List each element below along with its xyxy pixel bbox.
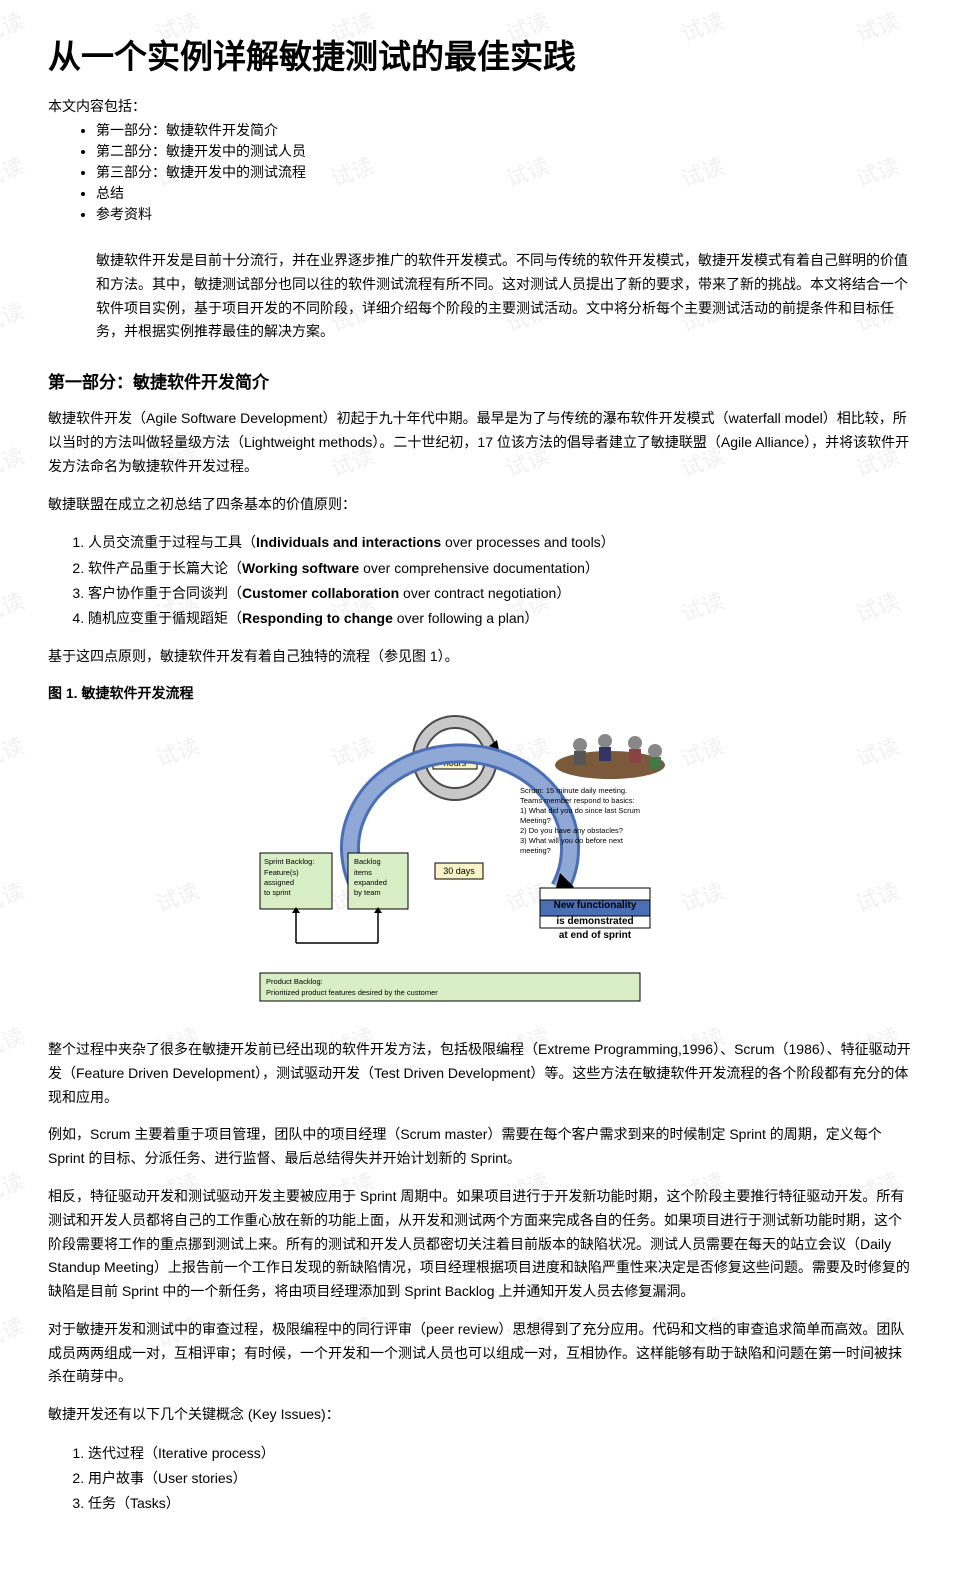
toc-item: 第三部分：敏捷开发中的测试流程 (96, 162, 912, 183)
intro-block: 敏捷软件开发是目前十分流行，并在业界逐步推广的软件开发模式。不同与传统的软件开发… (96, 249, 912, 344)
paragraph: 敏捷开发还有以下几个关键概念 (Key Issues)： (48, 1403, 912, 1427)
svg-text:by team: by team (354, 888, 381, 897)
paragraph: 整个过程中夹杂了很多在敏捷开发前已经出现的软件开发方法，包括极限编程（Extre… (48, 1038, 912, 1109)
result-box: New functionality is demonstrated at end… (540, 888, 650, 941)
toc-item: 参考资料 (96, 204, 912, 225)
toc-intro: 本文内容包括： (48, 96, 912, 116)
svg-text:Meeting?: Meeting? (520, 816, 551, 825)
scrum-meeting-text: Scrum: 15 minute daily meeting. Teams me… (520, 786, 640, 855)
principle-item: 客户协作重于合同谈判（Customer collaboration over c… (88, 581, 912, 606)
figure-caption: 图 1. 敏捷软件开发流程 (48, 683, 912, 703)
meeting-icon (555, 734, 665, 779)
paragraph: 敏捷软件开发（Agile Software Development）初起于九十年… (48, 407, 912, 478)
key-issues-list: 迭代过程（Iterative process）用户故事（User stories… (88, 1441, 912, 1517)
svg-text:meeting?: meeting? (520, 846, 551, 855)
paragraph: 基于这四点原则，敏捷软件开发有着自己独特的流程（参见图 1）。 (48, 645, 912, 669)
svg-text:30 days: 30 days (443, 866, 475, 876)
key-issue-item: 任务（Tasks） (88, 1491, 912, 1516)
svg-text:Sprint Backlog:: Sprint Backlog: (264, 857, 314, 866)
heading-part1: 第一部分：敏捷软件开发简介 (48, 368, 912, 393)
svg-text:expanded: expanded (354, 878, 387, 887)
toc-item: 第一部分：敏捷软件开发简介 (96, 120, 912, 141)
paragraph: 对于敏捷开发和测试中的审查过程，极限编程中的同行评审（peer review）思… (48, 1318, 912, 1389)
svg-text:Scrum: 15 minute daily meeting: Scrum: 15 minute daily meeting. (520, 786, 627, 795)
principle-item: 软件产品重于长篇大论（Working software over compreh… (88, 556, 912, 581)
svg-text:Product Backlog:: Product Backlog: (266, 977, 323, 986)
svg-text:to sprint: to sprint (264, 888, 292, 897)
product-backlog-box: Product Backlog: Prioritized product fea… (260, 973, 640, 1001)
svg-text:Prioritized product features d: Prioritized product features desired by … (266, 988, 438, 997)
svg-text:Teams member respond to basics: Teams member respond to basics: (520, 796, 635, 805)
svg-text:2) Do you have any obstacles?: 2) Do you have any obstacles? (520, 826, 623, 835)
svg-text:at end of sprint: at end of sprint (559, 930, 632, 941)
sprint-backlog-box: Sprint Backlog: Feature(s) assigned to s… (260, 853, 332, 909)
principle-item: 人员交流重于过程与工具（Individuals and interactions… (88, 530, 912, 555)
toc-item: 总结 (96, 183, 912, 204)
key-issue-item: 迭代过程（Iterative process） (88, 1441, 912, 1466)
scrum-figure: every 24 hours 30 days Sprint Backlog: F… (48, 713, 912, 1018)
svg-text:items: items (354, 868, 372, 877)
principles-list: 人员交流重于过程与工具（Individuals and interactions… (88, 530, 912, 631)
svg-text:New functionality: New functionality (554, 900, 637, 911)
toc-item: 第二部分：敏捷开发中的测试人员 (96, 141, 912, 162)
backlog-items-box: Backlog items expanded by team (348, 853, 408, 909)
svg-text:1) What did you do since last: 1) What did you do since last Scrum (520, 806, 640, 815)
svg-text:3) What will you do before nex: 3) What will you do before next (520, 836, 624, 845)
key-issue-item: 用户故事（User stories） (88, 1466, 912, 1491)
page-title: 从一个实例详解敏捷测试的最佳实践 (48, 30, 912, 78)
paragraph: 例如，Scrum 主要着重于项目管理，团队中的项目经理（Scrum master… (48, 1123, 912, 1171)
paragraph: 相反，特征驱动开发和测试驱动开发主要被应用于 Sprint 周期中。如果项目进行… (48, 1185, 912, 1304)
svg-text:is demonstrated: is demonstrated (556, 916, 633, 927)
svg-text:Backlog: Backlog (354, 857, 381, 866)
svg-text:Feature(s): Feature(s) (264, 868, 299, 877)
toc-list: 第一部分：敏捷软件开发简介第二部分：敏捷开发中的测试人员第三部分：敏捷开发中的测… (96, 120, 912, 225)
paragraph: 敏捷联盟在成立之初总结了四条基本的价值原则： (48, 493, 912, 517)
svg-text:assigned: assigned (264, 878, 294, 887)
principle-item: 随机应变重于循规蹈矩（Responding to change over fol… (88, 606, 912, 631)
